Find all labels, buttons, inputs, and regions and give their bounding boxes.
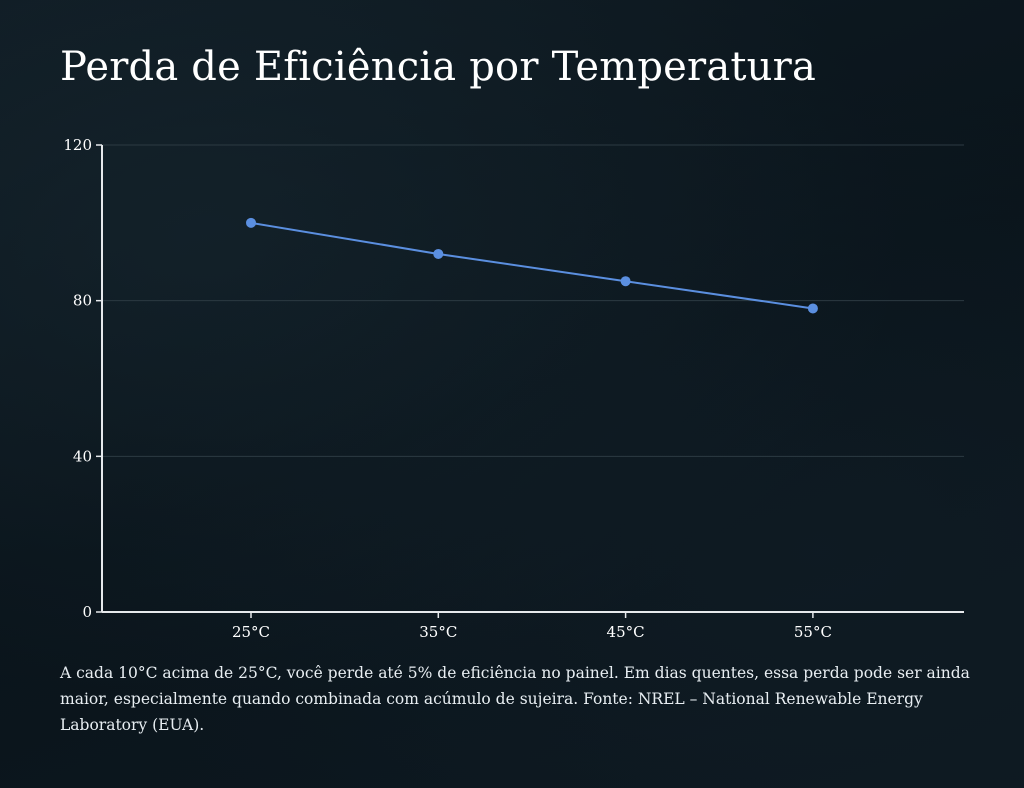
x-tick-label: 55°C (794, 623, 832, 641)
data-point (433, 248, 444, 259)
y-tick-label: 120 (63, 136, 92, 154)
y-tick-label: 0 (82, 603, 92, 621)
y-tick-label: 40 (73, 447, 92, 465)
chart-caption: A cada 10°C acima de 25°C, você perde at… (60, 664, 970, 734)
x-axis-ticks: 25°C 35°C 45°C 55°C (232, 612, 832, 641)
gridlines (102, 144, 964, 457)
data-point (620, 276, 631, 287)
x-tick-label: 45°C (607, 623, 645, 641)
series-line (250, 221, 814, 310)
series (246, 217, 818, 314)
chart-title: Perda de Eficiência por Temperatura (60, 44, 817, 90)
y-tick-label: 80 (73, 292, 92, 310)
x-tick-label: 25°C (232, 623, 270, 641)
axes (101, 145, 964, 613)
data-point (807, 303, 818, 314)
y-axis-ticks: 0 40 80 120 (63, 136, 102, 621)
data-point (246, 217, 256, 228)
x-tick-label: 35°C (419, 623, 457, 641)
